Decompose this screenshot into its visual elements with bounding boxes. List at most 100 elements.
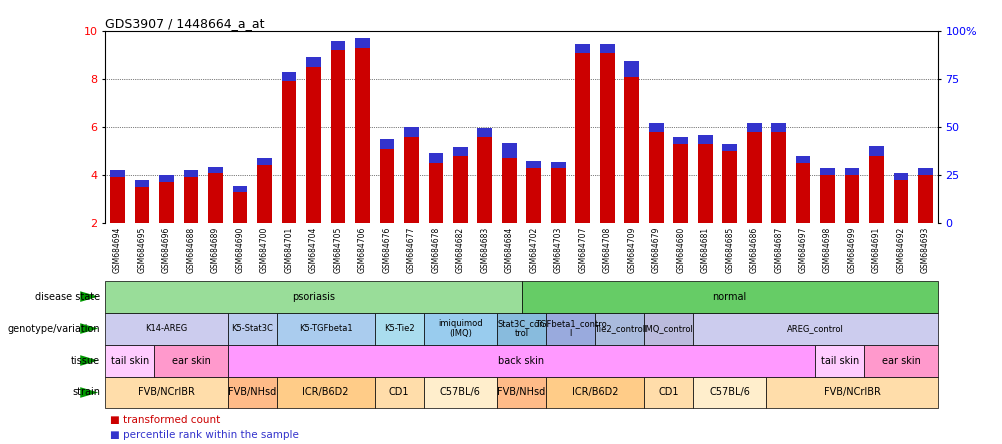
Bar — [282, 72, 296, 81]
Bar — [306, 57, 321, 67]
Bar — [815, 345, 864, 377]
Text: TGFbeta1_contro
l: TGFbeta1_contro l — [534, 319, 606, 338]
Bar — [526, 161, 541, 168]
Bar — [771, 123, 786, 132]
Bar — [501, 143, 516, 158]
Text: C57BL/6: C57BL/6 — [708, 388, 749, 397]
Text: normal: normal — [711, 292, 746, 301]
Text: back skin: back skin — [498, 356, 544, 365]
Text: K14-AREG: K14-AREG — [145, 324, 187, 333]
Bar — [355, 48, 370, 223]
Bar — [672, 144, 687, 223]
Bar — [697, 144, 711, 223]
Bar — [844, 168, 859, 175]
Bar — [154, 345, 227, 377]
Bar — [105, 345, 154, 377]
Text: FVB/NHsd: FVB/NHsd — [227, 388, 277, 397]
Text: ear skin: ear skin — [881, 356, 920, 365]
Bar — [521, 281, 937, 313]
Bar — [795, 156, 810, 163]
Text: ICR/B6D2: ICR/B6D2 — [303, 388, 349, 397]
Text: tail skin: tail skin — [820, 356, 858, 365]
Bar — [183, 177, 198, 223]
Text: strain: strain — [72, 388, 100, 397]
Bar — [423, 377, 497, 408]
Text: FVB/NHsd: FVB/NHsd — [497, 388, 545, 397]
Bar — [375, 377, 423, 408]
Bar — [105, 313, 227, 345]
Bar — [423, 313, 497, 345]
Text: FVB/NCrIBR: FVB/NCrIBR — [138, 388, 194, 397]
Bar — [643, 313, 692, 345]
Bar — [550, 168, 565, 223]
Bar — [453, 147, 467, 156]
Bar — [208, 166, 222, 173]
Bar — [672, 137, 687, 144]
Bar — [159, 175, 173, 182]
Bar — [208, 173, 222, 223]
Bar — [648, 123, 663, 132]
Bar — [375, 313, 423, 345]
Text: AREG_control: AREG_control — [787, 324, 843, 333]
Bar — [893, 180, 908, 223]
Bar — [545, 313, 594, 345]
Bar — [379, 139, 394, 149]
Text: ICR/B6D2: ICR/B6D2 — [571, 388, 617, 397]
Bar — [648, 132, 663, 223]
Bar — [771, 132, 786, 223]
Bar — [820, 168, 834, 175]
Bar — [594, 313, 643, 345]
Polygon shape — [80, 323, 98, 334]
Text: tail skin: tail skin — [110, 356, 148, 365]
Bar — [159, 182, 173, 223]
Bar — [599, 44, 614, 53]
Bar — [766, 377, 937, 408]
Bar — [227, 345, 815, 377]
Bar — [306, 67, 321, 223]
Bar — [869, 156, 883, 223]
Bar — [550, 162, 565, 168]
Text: ■ transformed count: ■ transformed count — [110, 415, 220, 424]
Bar — [917, 175, 932, 223]
Text: ear skin: ear skin — [171, 356, 210, 365]
Bar — [869, 146, 883, 156]
Bar — [692, 313, 937, 345]
Bar — [379, 149, 394, 223]
Bar — [526, 168, 541, 223]
Bar — [575, 44, 589, 53]
Bar — [893, 173, 908, 180]
Text: K5-Stat3C: K5-Stat3C — [231, 324, 273, 333]
Bar — [795, 163, 810, 223]
Bar — [134, 187, 149, 223]
Bar — [477, 128, 492, 137]
Text: ■ percentile rank within the sample: ■ percentile rank within the sample — [110, 430, 299, 440]
Bar — [721, 151, 736, 223]
Text: tissue: tissue — [71, 356, 100, 365]
Bar — [105, 377, 227, 408]
Bar — [227, 377, 277, 408]
Bar — [105, 281, 521, 313]
Bar — [183, 170, 198, 177]
Bar — [428, 153, 443, 163]
Text: K5-Tie2: K5-Tie2 — [384, 324, 414, 333]
Bar — [746, 123, 761, 132]
Bar — [404, 127, 418, 137]
Bar — [643, 377, 692, 408]
Text: psoriasis: psoriasis — [292, 292, 335, 301]
Polygon shape — [80, 291, 98, 302]
Bar — [134, 180, 149, 187]
Text: Stat3C_con
trol: Stat3C_con trol — [497, 319, 545, 338]
Text: C57BL/6: C57BL/6 — [440, 388, 480, 397]
Bar — [917, 168, 932, 175]
Text: CD1: CD1 — [389, 388, 409, 397]
Bar — [282, 81, 296, 223]
Bar — [355, 38, 370, 48]
Bar — [257, 165, 272, 223]
Bar — [257, 158, 272, 165]
Bar — [599, 53, 614, 223]
Bar — [501, 158, 516, 223]
Bar — [331, 41, 345, 50]
Bar — [277, 313, 375, 345]
Bar — [277, 377, 375, 408]
Polygon shape — [80, 387, 98, 398]
